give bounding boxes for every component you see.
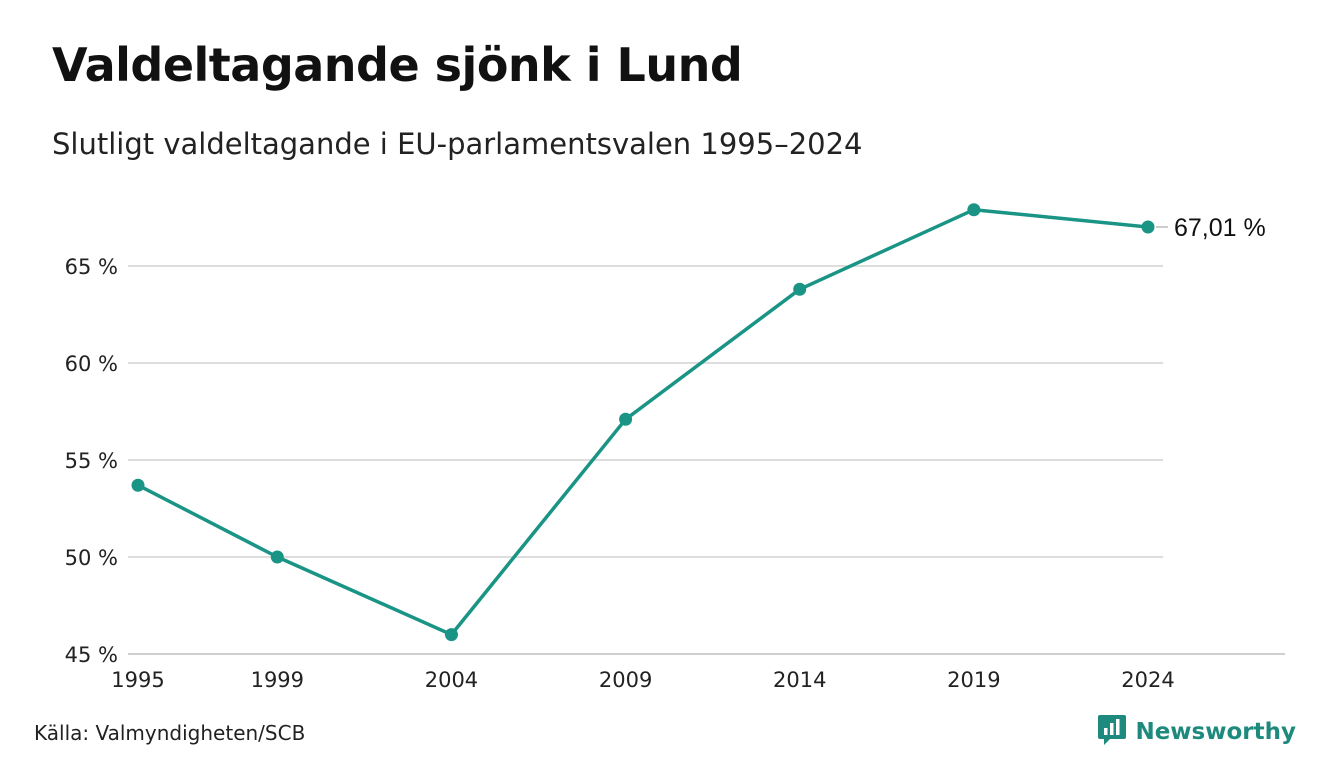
brand-logo: Newsworthy bbox=[1097, 713, 1296, 751]
y-tick-label: 65 % bbox=[65, 255, 118, 279]
y-tick-label: 45 % bbox=[65, 643, 118, 667]
x-tick-label: 2004 bbox=[425, 668, 478, 692]
x-tick-label: 2014 bbox=[773, 668, 826, 692]
series-line bbox=[136, 207, 1150, 637]
series-line-path bbox=[136, 207, 1150, 637]
data-point bbox=[619, 412, 633, 426]
brand-name: Newsworthy bbox=[1135, 719, 1296, 745]
x-tick-label: 1995 bbox=[111, 668, 164, 692]
data-point bbox=[444, 628, 458, 642]
x-tick-label: 1999 bbox=[251, 668, 304, 692]
data-point bbox=[131, 478, 145, 492]
y-tick-label: 55 % bbox=[65, 449, 118, 473]
gridlines bbox=[128, 265, 1285, 655]
y-tick-label: 60 % bbox=[65, 352, 118, 376]
data-point bbox=[270, 550, 284, 564]
x-tick-label: 2009 bbox=[599, 668, 652, 692]
bar-chart-speech-bubble-icon bbox=[1097, 713, 1127, 751]
x-axis-ticks: 1995 1999 2004 2009 2014 2019 2024 bbox=[111, 668, 1174, 692]
end-annotation: 67,01 % bbox=[1156, 214, 1266, 242]
line-chart: 45 % 50 % 55 % 60 % 65 % 1995 1999 2004 2009 201… bbox=[65, 203, 1285, 692]
source-note: Källa: Valmyndigheten/SCB bbox=[34, 721, 306, 745]
data-points bbox=[131, 203, 1155, 642]
x-tick-label: 2024 bbox=[1121, 668, 1174, 692]
y-axis-ticks: 45 % 50 % 55 % 60 % 65 % bbox=[65, 255, 118, 667]
x-tick-label: 2019 bbox=[947, 668, 1000, 692]
y-tick-label: 50 % bbox=[65, 546, 118, 570]
chart-subtitle: Slutligt valdeltagande i EU-parlamentsva… bbox=[52, 127, 863, 161]
chart-title: Valdeltagande sjönk i Lund bbox=[52, 38, 743, 92]
data-point bbox=[967, 203, 981, 217]
data-point bbox=[793, 282, 807, 296]
end-value-label: 67,01 % bbox=[1174, 214, 1266, 242]
data-point bbox=[1141, 220, 1155, 234]
